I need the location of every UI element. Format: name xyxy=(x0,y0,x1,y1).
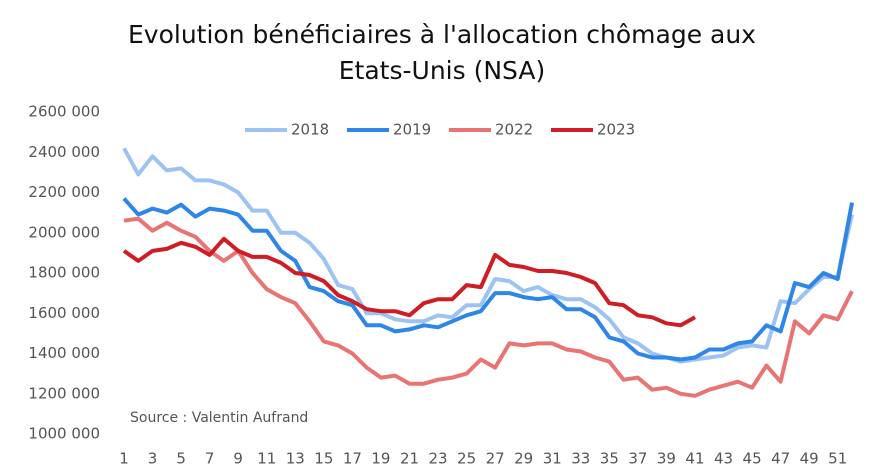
y-tick-label: 1400 000 xyxy=(28,344,100,362)
x-tick-label: 17 xyxy=(343,450,362,468)
x-tick-label: 41 xyxy=(685,450,704,468)
x-tick-label: 21 xyxy=(400,450,419,468)
x-tick-label: 43 xyxy=(714,450,733,468)
legend-label: 2019 xyxy=(393,121,431,139)
x-tick-label: 25 xyxy=(457,450,476,468)
x-tick-label: 1 xyxy=(119,450,129,468)
x-tick-label: 37 xyxy=(628,450,647,468)
x-tick-label: 11 xyxy=(257,450,276,468)
x-tick-label: 23 xyxy=(428,450,447,468)
x-tick-label: 9 xyxy=(233,450,243,468)
x-tick-label: 27 xyxy=(486,450,505,468)
y-tick-label: 1000 000 xyxy=(28,425,100,443)
series-line xyxy=(123,216,854,398)
series-line xyxy=(122,236,696,328)
chart-title: Evolution bénéficiaires à l'allocation c… xyxy=(128,20,756,49)
series-line xyxy=(122,197,854,362)
y-tick-label: 2200 000 xyxy=(28,183,100,201)
x-tick-label: 51 xyxy=(828,450,847,468)
x-tick-label: 3 xyxy=(148,450,158,468)
x-tick-label: 47 xyxy=(771,450,790,468)
x-tick-label: 39 xyxy=(657,450,676,468)
x-tick-label: 15 xyxy=(314,450,333,468)
legend-label: 2022 xyxy=(495,121,533,139)
x-tick-label: 19 xyxy=(371,450,390,468)
x-tick-label: 45 xyxy=(743,450,762,468)
y-tick-label: 1600 000 xyxy=(28,304,100,322)
series-line xyxy=(122,147,854,364)
y-tick-label: 2000 000 xyxy=(28,223,100,241)
y-tick-label: 1800 000 xyxy=(28,264,100,282)
x-tick-label: 29 xyxy=(514,450,533,468)
x-tick-label: 31 xyxy=(543,450,562,468)
legend-label: 2018 xyxy=(291,121,329,139)
x-tick-label: 5 xyxy=(176,450,186,468)
x-tick-label: 49 xyxy=(800,450,819,468)
annotation: Source : Valentin Aufrand xyxy=(130,410,308,426)
x-tick-label: 33 xyxy=(571,450,590,468)
x-tick-label: 13 xyxy=(286,450,305,468)
x-tick-label: 35 xyxy=(600,450,619,468)
chart-title: Etats-Unis (NSA) xyxy=(339,56,545,85)
y-tick-label: 2600 000 xyxy=(28,103,100,121)
legend-label: 2023 xyxy=(597,121,635,139)
x-tick-label: 7 xyxy=(205,450,215,468)
y-tick-label: 2400 000 xyxy=(28,143,100,161)
y-tick-label: 1200 000 xyxy=(28,384,100,402)
